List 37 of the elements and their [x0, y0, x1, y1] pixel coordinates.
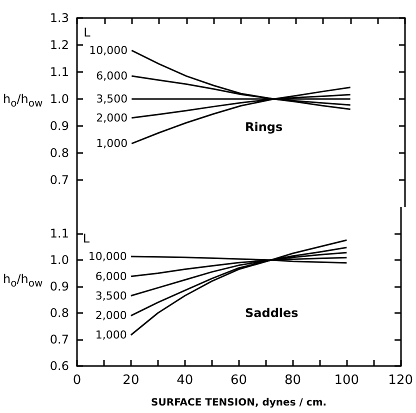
x-tick-label: 100: [334, 373, 360, 388]
legend-label: 3,500: [96, 92, 128, 106]
legend-label: 10,000: [89, 44, 128, 57]
y-tick-label: 0.7: [50, 332, 69, 346]
y-tick-label: 1.0: [50, 92, 69, 106]
legend-title: L: [82, 232, 90, 246]
y-tick-label: 0.8: [50, 306, 69, 320]
x-tick-label: 20: [122, 373, 140, 388]
series-label: 1,000: [96, 137, 128, 150]
y-tick-label: 1.3: [50, 11, 69, 25]
legend-label: 6,000: [96, 70, 128, 83]
legend-title: L: [84, 25, 91, 40]
y-tick-label: 1.1: [50, 226, 69, 240]
y-axis-title: h$_{o}$/h$_{ow}$: [3, 272, 43, 290]
x-tick-label: 80: [284, 373, 301, 388]
series-label: 10,000: [88, 250, 127, 264]
series-label: 1,000: [95, 328, 127, 342]
series-label: 2,000: [96, 111, 128, 124]
x-tick-label: 60: [230, 373, 248, 388]
y-tick-label: 1.0: [50, 253, 69, 267]
x-tick-label: 0: [72, 373, 82, 388]
y-axis-title: h$_{o}$/h$_{ow}$: [3, 92, 43, 110]
series-label: 6,000: [95, 270, 127, 283]
annotation: Rings: [245, 120, 283, 134]
x-axis-title: SURFACE TENSION, dynes / cm.: [151, 398, 327, 408]
y-tick-label: 0.7: [50, 173, 69, 187]
y-tick-label: 0.6: [50, 359, 69, 373]
y-tick-label: 0.9: [50, 119, 69, 133]
y-tick-label: 0.9: [50, 280, 69, 294]
y-tick-label: 1.2: [50, 38, 69, 52]
x-tick-label: 120: [388, 373, 414, 388]
y-tick-label: 0.8: [50, 146, 69, 160]
series-label: 3,500: [95, 289, 127, 302]
y-tick-label: 1.1: [50, 65, 69, 79]
x-tick-label: 40: [176, 373, 194, 388]
series-label: 2,000: [95, 309, 127, 322]
annotation: Saddles: [245, 306, 298, 320]
